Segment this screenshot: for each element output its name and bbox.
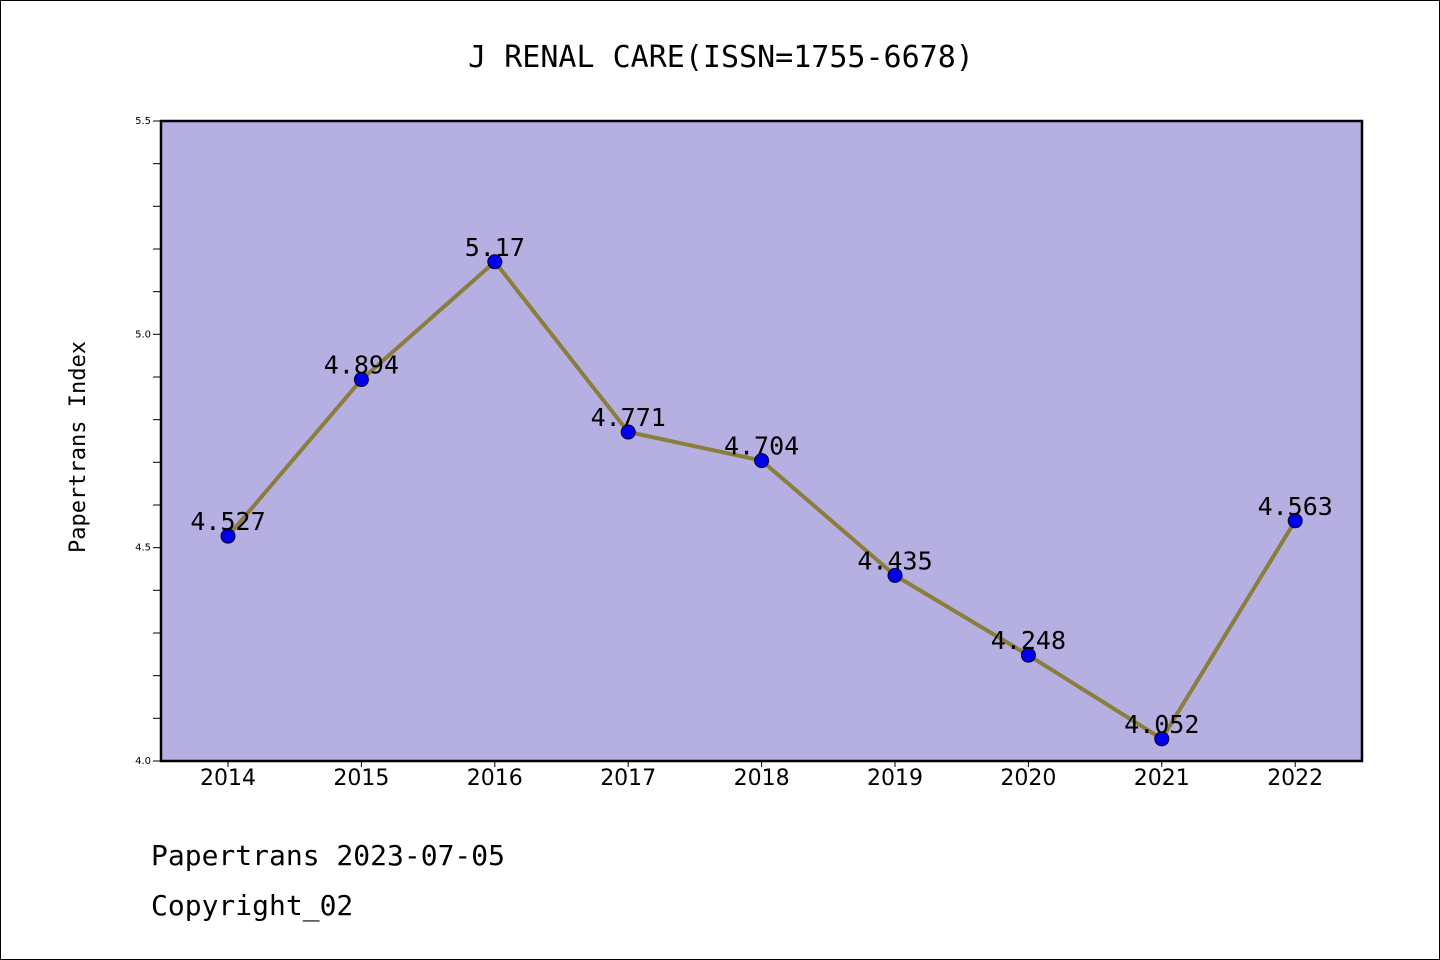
y-tick-label: 5.5: [135, 116, 151, 127]
data-label: 4.771: [591, 403, 666, 432]
data-label: 4.704: [724, 432, 799, 461]
y-tick-label: 4.0: [135, 756, 151, 767]
data-label: 4.248: [991, 626, 1066, 655]
footer-copyright: Copyright_02: [151, 889, 353, 923]
x-tick-label: 2018: [734, 766, 790, 791]
x-tick-label: 2022: [1267, 766, 1323, 791]
x-tick-label: 2016: [467, 766, 523, 791]
data-point: [887, 567, 903, 583]
data-label: 4.894: [324, 351, 399, 380]
data-point: [754, 453, 770, 469]
data-label: 4.052: [1124, 710, 1199, 739]
data-label: 4.527: [190, 507, 265, 536]
data-point: [1020, 647, 1036, 663]
y-tick-label: 5.0: [135, 329, 151, 340]
x-tick-label: 2019: [867, 766, 923, 791]
data-labels: 4.527 4.894 5.17 4.771 4.704 4.435 4.248 4.052 4…: [190, 233, 1332, 739]
chart-title: J RENAL CARE(ISSN=1755-6678): [468, 40, 974, 75]
x-axis: 2014 2015 2016 2017 2018 2019 2020 2021 2022: [200, 761, 1323, 791]
data-point: [1287, 513, 1303, 529]
footer-date: Papertrans 2023-07-05: [151, 839, 505, 872]
data-point: [353, 372, 369, 388]
x-tick-label: 2015: [333, 766, 389, 791]
data-point: [1154, 731, 1170, 747]
data-label: 5.17: [465, 233, 525, 262]
y-axis: 4.0 4.5 5.0 5.5: [135, 116, 161, 767]
x-tick-label: 2020: [1000, 766, 1056, 791]
plot-border: [159, 119, 1364, 763]
plot-area: [161, 121, 1362, 761]
x-tick-label: 2014: [200, 766, 256, 791]
y-tick-label: 4.5: [135, 543, 151, 554]
data-point: [487, 254, 503, 270]
x-tick-label: 2017: [600, 766, 656, 791]
data-label: 4.563: [1258, 492, 1333, 521]
data-label: 4.435: [857, 546, 932, 575]
data-point: [220, 528, 236, 544]
x-tick-label: 2021: [1134, 766, 1190, 791]
data-point: [620, 424, 636, 440]
series-markers: [220, 254, 1303, 747]
y-axis-label: Papertrans Index: [66, 341, 91, 553]
